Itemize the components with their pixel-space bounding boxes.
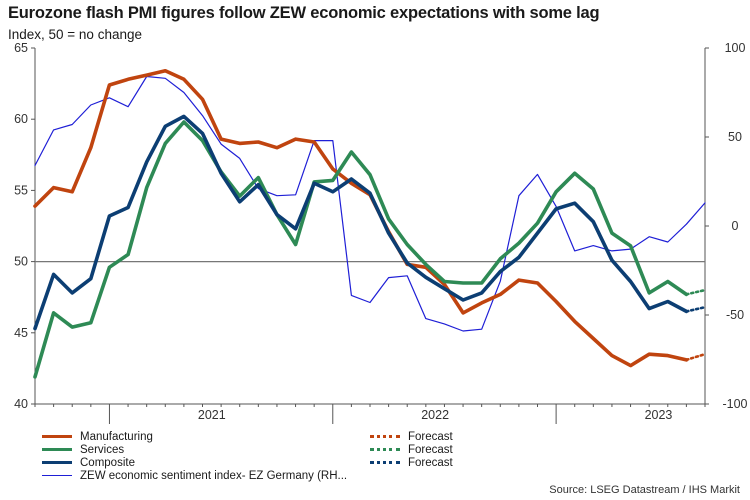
series-line-zew xyxy=(34,75,706,332)
source-note: Source: LSEG Datastream / IHS Markit xyxy=(549,484,740,496)
chart-series xyxy=(33,69,707,379)
y-right-tick-label: 100 xyxy=(725,41,746,55)
y-left-tick-label: 65 xyxy=(14,41,28,55)
legend-item-forecast-composite: Forecast xyxy=(370,456,453,469)
legend-item-zew: ZEW economic sentiment index- EZ Germany… xyxy=(42,469,347,482)
forecast-line-services xyxy=(685,288,707,296)
legend-item-services: Services xyxy=(42,443,124,456)
legend-label-services: Services xyxy=(80,443,125,456)
y-left-tick-label: 50 xyxy=(14,255,28,269)
legend-label-composite: Composite xyxy=(80,456,135,469)
forecast-line-composite xyxy=(685,305,707,313)
legend-swatch-zew xyxy=(42,475,72,476)
legend-swatch-composite xyxy=(42,461,72,464)
legend-item-forecast-services: Forecast xyxy=(370,443,453,456)
chart-title: Eurozone flash PMI figures follow ZEW ec… xyxy=(8,4,600,22)
forecast-line-manufacturing xyxy=(685,352,707,362)
y-left-tick-label: 40 xyxy=(14,397,28,411)
legend-swatch-forecast-manufacturing xyxy=(370,435,400,438)
y-left-tick-label: 45 xyxy=(14,326,28,340)
legend-item-composite: Composite xyxy=(42,456,135,469)
y-left-tick-label: 55 xyxy=(14,183,28,197)
chart-tick-labels: 40 45 50 55 60 65 -100 -50 0 50 100 2021 2022 2023 xyxy=(14,41,747,422)
chart-subtitle: Index, 50 = no change xyxy=(8,27,142,42)
x-tick-label: 2023 xyxy=(645,408,673,422)
y-right-tick-label: 50 xyxy=(728,130,742,144)
legend-swatch-manufacturing xyxy=(42,435,72,438)
legend-label-manufacturing: Manufacturing xyxy=(80,430,153,443)
series-line-composite xyxy=(33,114,689,331)
legend-swatch-forecast-composite xyxy=(370,461,400,464)
legend-label-forecast-composite: Forecast xyxy=(408,456,453,469)
legend-label-forecast-services: Forecast xyxy=(408,443,453,456)
series-line-services xyxy=(33,120,689,379)
legend-swatch-services xyxy=(42,448,72,451)
x-tick-label: 2021 xyxy=(198,408,226,422)
x-tick-label: 2022 xyxy=(421,408,449,422)
line-chart: 40 45 50 55 60 65 -100 -50 0 50 100 2021 2022 2023 xyxy=(14,41,748,424)
legend-item-forecast-manufacturing: Forecast xyxy=(370,430,453,443)
chart-axes xyxy=(31,47,709,424)
chart-legend: Manufacturing Services Composite ZEW eco… xyxy=(0,430,750,490)
series-line-manufacturing xyxy=(33,69,689,368)
legend-item-manufacturing: Manufacturing xyxy=(42,430,153,443)
legend-label-forecast-manufacturing: Forecast xyxy=(408,430,453,443)
y-right-tick-label: -50 xyxy=(726,308,744,322)
legend-label-zew: ZEW economic sentiment index- EZ Germany… xyxy=(80,469,348,482)
legend-swatch-forecast-services xyxy=(370,448,400,451)
y-right-tick-label: 0 xyxy=(732,219,739,233)
y-right-tick-label: -100 xyxy=(722,397,747,411)
y-left-tick-label: 60 xyxy=(14,112,28,126)
